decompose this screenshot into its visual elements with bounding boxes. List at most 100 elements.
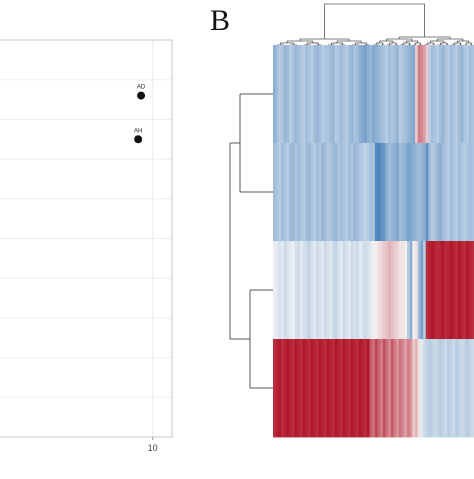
scatter-point [134, 135, 143, 144]
heatmap-cell [425, 143, 429, 242]
heatmap-cell [275, 45, 279, 144]
heatmap-cell [390, 241, 394, 340]
heatmap-cell [337, 143, 341, 242]
heatmap-cell [281, 241, 285, 340]
heatmap-cell [299, 45, 303, 144]
heatmap-cell [302, 241, 306, 340]
heatmap-cell [364, 45, 368, 144]
heatmap-cell [321, 339, 325, 438]
heatmap-cell [468, 241, 472, 340]
heatmap-cell [385, 45, 389, 144]
heatmap-cell [465, 241, 470, 340]
heatmap-cell [313, 45, 317, 144]
heatmap-cell [326, 143, 330, 242]
heatmap-cell [398, 45, 403, 144]
heatmap-cell [465, 339, 470, 438]
scatter-point [137, 91, 146, 100]
heatmap-cell [340, 143, 344, 242]
point-label: AH [134, 128, 142, 134]
heatmap-cell [385, 339, 389, 438]
heatmap-cell [372, 339, 376, 438]
heatmap-cell [286, 339, 290, 438]
heatmap-cell [334, 241, 338, 340]
heatmap-cell [404, 45, 408, 144]
heatmap-cell [275, 143, 279, 242]
heatmap-cell [374, 339, 378, 438]
heatmap-cell [350, 339, 354, 438]
heatmap-cell [291, 339, 295, 438]
heatmap-cell [441, 339, 445, 438]
heatmap-cell [321, 143, 325, 242]
heatmap-cell [315, 241, 319, 340]
heatmap-cell [425, 45, 429, 144]
heatmap-cell [342, 45, 346, 144]
heatmap-cell [329, 241, 333, 340]
heatmap-cell [433, 241, 437, 340]
heatmap-cell [449, 143, 453, 242]
heatmap-cell [404, 339, 408, 438]
heatmap-cell [334, 45, 338, 144]
heatmap-cell [436, 241, 440, 340]
heatmap-cell [385, 143, 389, 242]
heatmap-cell [436, 45, 440, 144]
heatmap-cell [455, 45, 459, 144]
heatmap-cell [294, 45, 298, 144]
heatmap-cell [393, 339, 397, 438]
heatmap-cell [275, 339, 279, 438]
heatmap-cell [326, 339, 330, 438]
heatmap-cell [385, 241, 389, 340]
heatmap-cell [396, 143, 400, 242]
heatmap-cell [460, 339, 464, 438]
heatmap-cell [457, 45, 461, 144]
heatmap-cell [390, 143, 394, 242]
heatmap-cell [369, 339, 373, 438]
heatmap-cell [283, 339, 287, 438]
heatmap-cell [428, 143, 432, 242]
heatmap-cell [412, 143, 416, 242]
heatmap-cell [278, 241, 282, 340]
heatmap-cell [393, 45, 397, 144]
heatmap-cell [305, 143, 309, 242]
heatmap-cell [460, 143, 464, 242]
heatmap-cell [302, 339, 306, 438]
heatmap-cell [415, 45, 419, 144]
heatmap-cell [374, 45, 378, 144]
heatmap-cell [398, 143, 403, 242]
heatmap-cell [348, 339, 352, 438]
heatmap-cell [396, 339, 400, 438]
heatmap-cell [468, 143, 472, 242]
x-tick-label: 10 [148, 443, 158, 453]
heatmap-cell [449, 241, 453, 340]
heatmap-cell [323, 143, 327, 242]
heatmap-cell [281, 45, 285, 144]
heatmap-cell [281, 143, 285, 242]
heatmap-cell [358, 45, 362, 144]
scatter-plot-frame [0, 39, 173, 438]
heatmap-cell [334, 143, 338, 242]
heatmap-cell [305, 339, 309, 438]
heatmap-cell [342, 339, 346, 438]
heatmap-cell [449, 45, 453, 144]
heatmap-cell [369, 143, 373, 242]
heatmap-cell [417, 339, 421, 438]
heatmap-cell [361, 45, 365, 144]
heatmap-cell [283, 241, 287, 340]
heatmap-cell [380, 143, 384, 242]
heatmap-cell [305, 45, 309, 144]
heatmap-cell [431, 339, 435, 438]
heatmap-cell [331, 241, 336, 340]
heatmap-cell [468, 45, 472, 144]
heatmap-cell [441, 143, 445, 242]
heatmap-cell [291, 241, 295, 340]
heatmap-cell [407, 143, 411, 242]
point-label: AD [137, 85, 146, 91]
heatmap-cell [345, 45, 349, 144]
heatmap-cell [382, 241, 386, 340]
heatmap-cell [281, 339, 285, 438]
heatmap-cell [289, 143, 293, 242]
heatmap-cell [439, 241, 443, 340]
column-dendrogram [273, 3, 473, 48]
heatmap-cell [455, 143, 459, 242]
heatmap-cell [471, 143, 474, 242]
heatmap-cell [372, 45, 376, 144]
